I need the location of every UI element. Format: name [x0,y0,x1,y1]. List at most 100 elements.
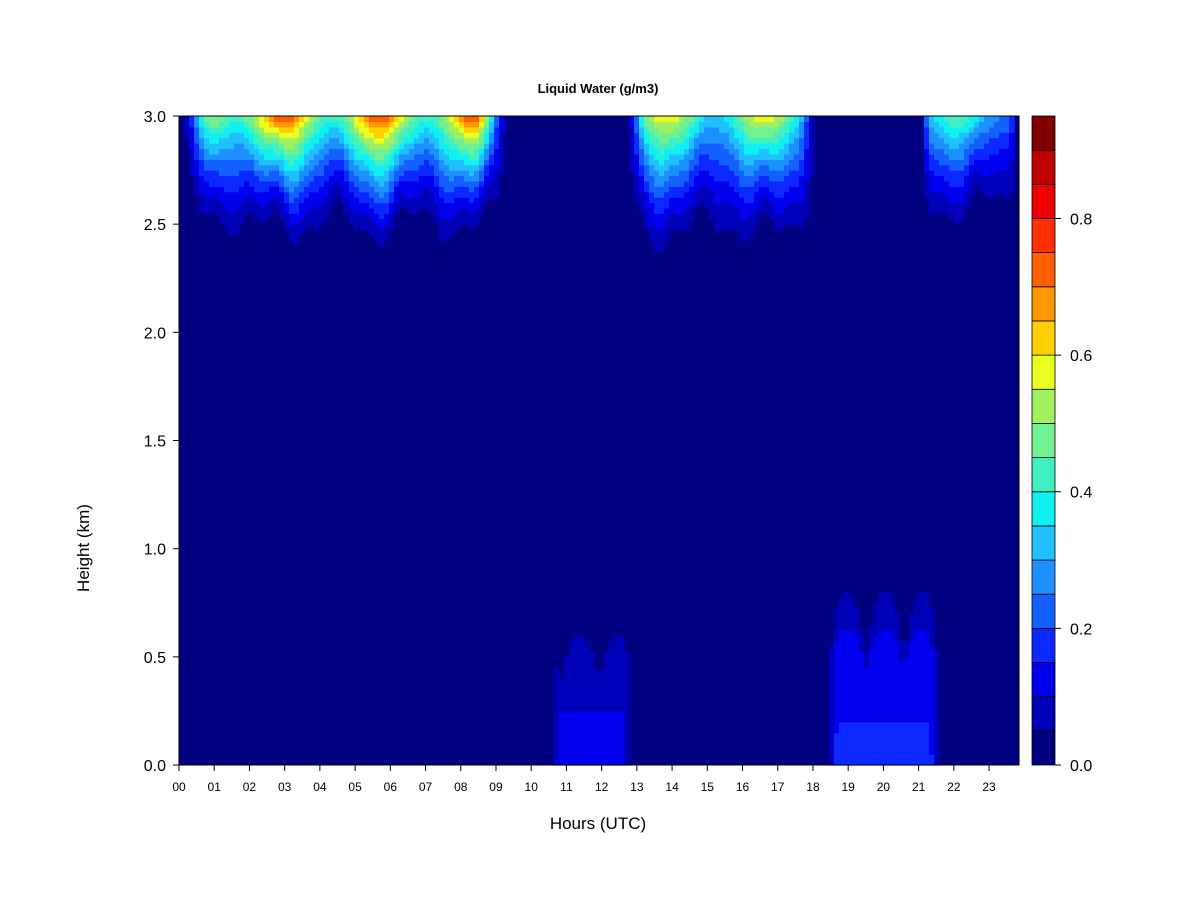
field-cell [344,132,350,139]
field-cell [1009,126,1015,133]
field-cell [834,662,840,669]
field-cell [774,153,780,160]
field-cell [599,683,605,690]
x-tick-label: 00 [172,780,186,794]
field-cell [304,126,310,133]
field-cell [369,148,375,155]
field-cell [204,159,210,166]
field-cell [754,132,760,139]
field-cell [444,229,450,236]
field-cell [734,186,740,193]
field-cell [919,629,925,636]
field-cell [834,613,840,620]
field-cell [719,116,725,123]
field-cell [454,121,460,128]
field-cell [924,656,930,663]
field-cell [234,153,240,160]
field-cell [999,153,1005,160]
field-cell [334,148,340,155]
field-cell [579,732,585,739]
field-cell [789,175,795,182]
field-cell [964,191,970,198]
field-cell [229,224,235,231]
field-cell [589,651,595,658]
field-cell [949,164,955,171]
field-cell [844,689,850,696]
field-cell [219,197,225,204]
field-cell [834,608,840,615]
field-cell [934,137,940,144]
field-cell [244,137,250,144]
field-cell [689,191,695,198]
field-cell [664,159,670,166]
field-cell [724,202,730,209]
field-cell [384,191,390,198]
field-cell [1004,180,1010,187]
field-cell [379,197,385,204]
field-cell [874,656,880,663]
field-cell [734,132,740,139]
field-cell [339,175,345,182]
field-cell [584,737,590,744]
field-cell [219,148,225,155]
field-cell [774,191,780,198]
field-cell [599,705,605,712]
field-cell [839,716,845,723]
field-cell [894,651,900,658]
field-cell [904,656,910,663]
field-cell [359,191,365,198]
field-cell [594,673,600,680]
field-cell [954,121,960,128]
field-cell [784,180,790,187]
field-cell [289,234,295,241]
field-cell [899,640,905,647]
field-cell [609,656,615,663]
field-cell [859,721,865,728]
field-cell [694,137,700,144]
field-cell [879,629,885,636]
field-cell [439,229,445,236]
field-cell [259,218,265,225]
field-cell [919,635,925,642]
field-cell [879,635,885,642]
field-cell [279,143,285,150]
field-cell [664,180,670,187]
field-cell [464,175,470,182]
field-cell [589,721,595,728]
field-cell [694,191,700,198]
field-cell [974,148,980,155]
field-cell [884,673,890,680]
field-cell [679,126,685,133]
field-cell [644,170,650,177]
field-cell [259,126,265,133]
field-cell [224,213,230,220]
field-cell [949,191,955,198]
field-cell [254,202,260,209]
field-cell [899,667,905,674]
field-cell [439,126,445,133]
field-cell [579,716,585,723]
field-cell [234,197,240,204]
field-cell [694,132,700,139]
field-cell [969,153,975,160]
field-cell [494,164,500,171]
field-cell [614,700,620,707]
field-cell [439,191,445,198]
field-cell [644,159,650,166]
field-cell [734,180,740,187]
field-cell [354,197,360,204]
field-cell [929,759,935,766]
field-cell [914,640,920,647]
field-cell [669,207,675,214]
field-cell [249,126,255,133]
field-cell [269,202,275,209]
field-cell [659,175,665,182]
field-cell [934,170,940,177]
field-cell [414,121,420,128]
field-cell [874,667,880,674]
field-cell [664,137,670,144]
field-cell [609,700,615,707]
field-cell [554,700,560,707]
field-cell [804,180,810,187]
field-cell [949,137,955,144]
